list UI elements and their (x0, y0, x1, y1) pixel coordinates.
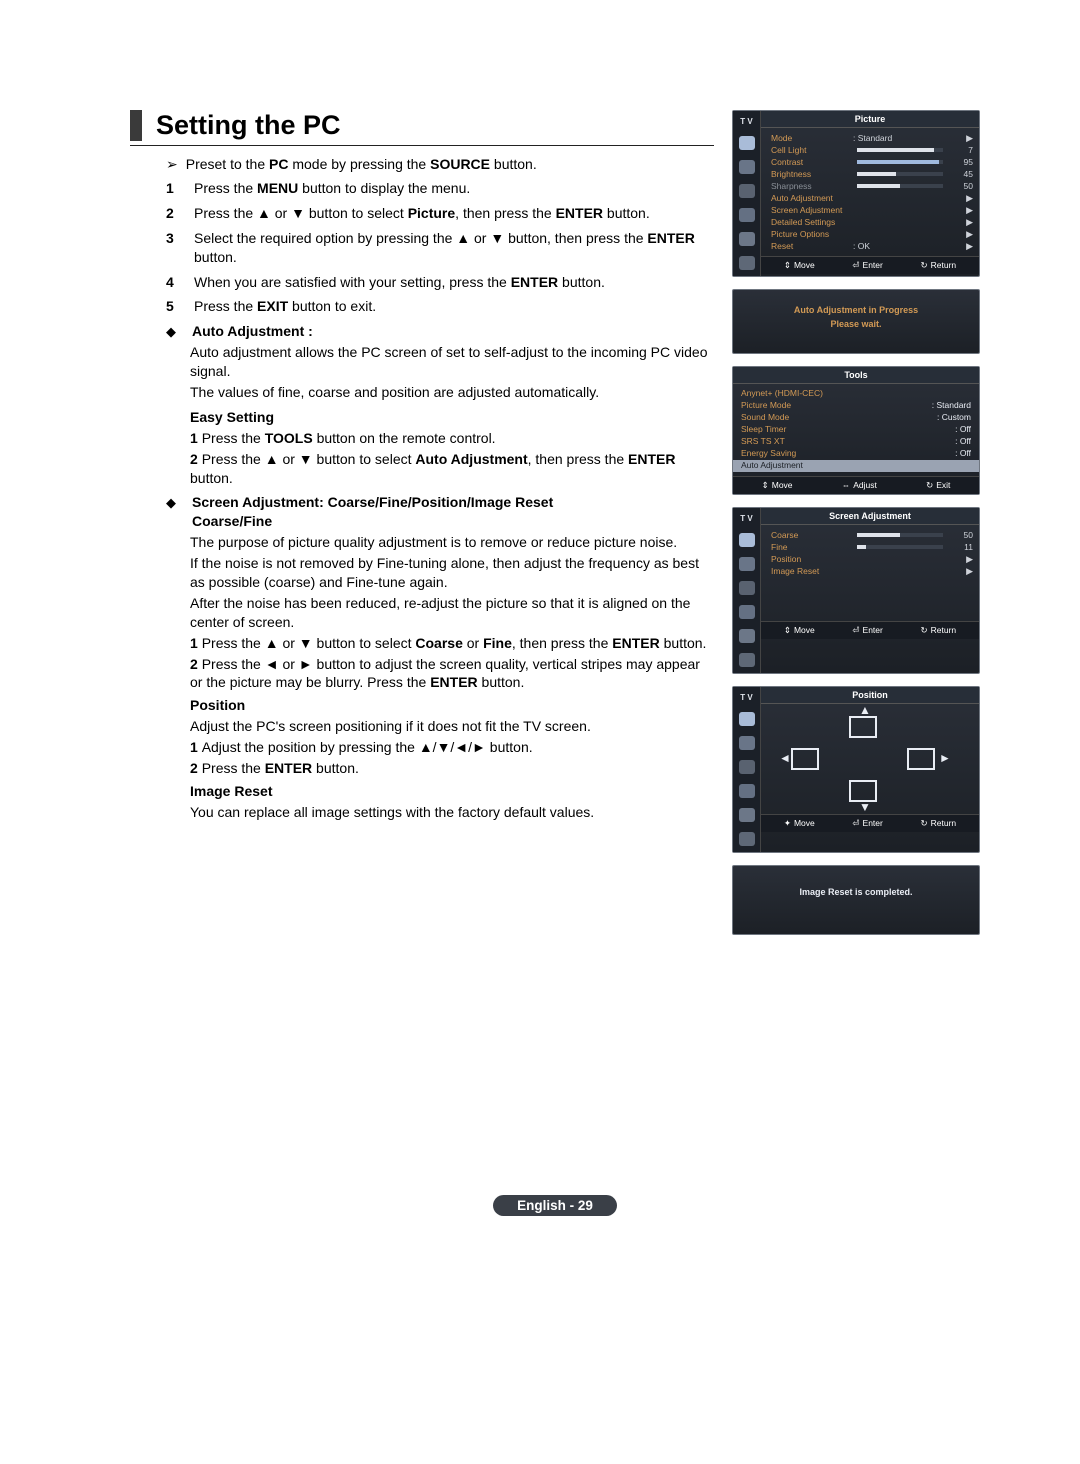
page-footer: English - 29 (130, 1195, 980, 1216)
right-arrow-icon: ► (939, 751, 951, 765)
osd-picture-menu: T V Picture Mode: Standard▶Cell Light7Co… (732, 110, 980, 277)
tv-label: T V (740, 117, 752, 126)
side-icon (739, 160, 755, 174)
side-icon (739, 136, 755, 150)
osd-auto-progress: Auto Adjustment in Progress Please wait. (732, 289, 980, 354)
side-icon (739, 256, 755, 270)
title-rule (130, 145, 714, 146)
down-arrow-icon: ▼ (859, 800, 871, 814)
up-arrow-icon: ▲ (859, 703, 871, 717)
footer-enter: Enter (852, 260, 882, 271)
osd-title: Picture (761, 111, 979, 128)
page-title: Setting the PC (156, 110, 714, 141)
main-steps: 1Press the MENU button to display the me… (166, 179, 714, 316)
footer-return: Return (921, 260, 957, 271)
osd-image-reset: Image Reset is completed. (732, 865, 980, 935)
left-arrow-icon: ◄ (779, 751, 791, 765)
side-icon (739, 184, 755, 198)
osd-screen-adjust: T V Screen Adjustment Coarse50Fine11Posi… (732, 507, 980, 674)
manual-text: Setting the PC ➢ Preset to the PC mode b… (130, 110, 714, 935)
title-bar: Setting the PC (130, 110, 714, 141)
diamond-icon (166, 493, 182, 512)
side-icon (739, 232, 755, 246)
footer-move: Move (784, 260, 815, 271)
preset-line: ➢ Preset to the PC mode by pressing the … (166, 156, 714, 173)
diamond-icon (166, 322, 182, 341)
side-icon (739, 208, 755, 222)
osd-column: T V Picture Mode: Standard▶Cell Light7Co… (732, 110, 980, 935)
preset-arrow-icon: ➢ (166, 156, 178, 173)
osd-tools-menu: Tools Anynet+ (HDMI-CEC)Picture Mode: St… (732, 366, 980, 495)
osd-position: T V Position ▲ ◄ ► ▼ (732, 686, 980, 853)
